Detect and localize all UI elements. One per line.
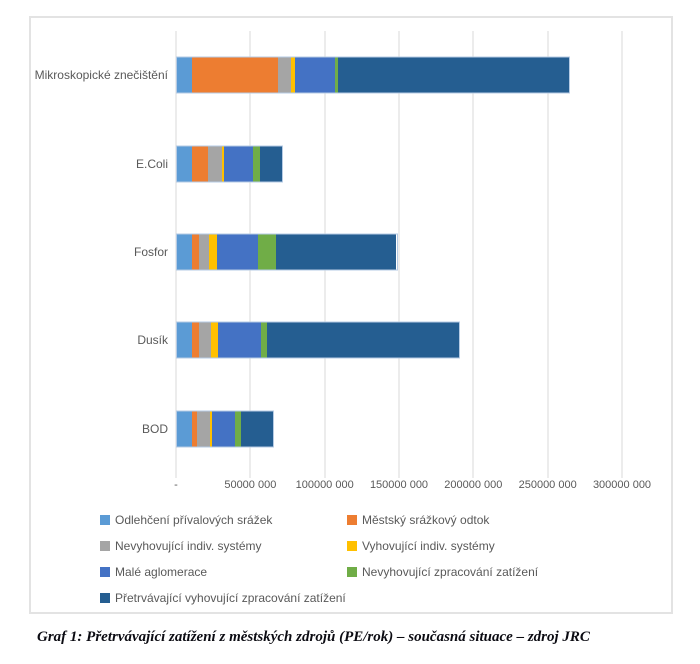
bar-row [176,385,622,473]
legend-marker [347,567,357,577]
bar-segment [191,234,200,270]
bar-segment [191,57,278,93]
legend-item: Přetrvávající vyhovující zpracování zatí… [100,591,347,605]
bar-segment [277,57,291,93]
legend-label: Malé aglomerace [115,565,208,579]
bar-segment [295,57,336,93]
bar-segment [210,411,212,447]
bar-segment [235,411,242,447]
bar-segment [260,146,282,182]
stacked-bar [176,145,284,183]
figure-caption: Graf 1: Přetrvávající zatížení z městský… [37,629,590,645]
legend: Odlehčení přívalových srážek Městský sráž… [100,507,538,611]
stacked-bar [176,233,398,271]
gridline [621,31,623,478]
category-label: Dusík [137,333,168,348]
x-tick-label: 200000 000 [444,479,503,491]
category-label: BOD [141,421,168,436]
chart-figure: Mikroskopické znečištění E.Coli Fosfor Dusí… [29,16,673,614]
bar-segment [207,146,223,182]
bar-segment [191,146,208,182]
bar-row [176,208,622,296]
x-tick-label: 250000 000 [518,479,577,491]
legend-label: Městský srážkový odtok [362,513,490,527]
bar-segment [191,322,200,358]
bar-segment [223,146,253,182]
bar-segment [241,411,274,447]
bar-segment [252,146,261,182]
bar-row [176,119,622,207]
bar-segment [209,234,217,270]
bar-segment [257,234,276,270]
gridline [398,31,400,478]
stacked-bar [176,410,275,448]
category-label: E.Coli [135,156,168,171]
legend-label: Přetrvávající vyhovující zpracování zatí… [115,591,346,605]
bar-segment [191,411,198,447]
category-label: Fosfor [133,245,168,259]
stacked-bar [176,56,570,94]
legend-marker [347,541,357,551]
gridline [547,31,549,478]
bar-row [176,31,622,119]
plot-area [175,31,623,478]
bar-segment [335,57,339,93]
x-axis: - 50000 000 100000 000 150000 000 200000 000… [174,479,651,495]
legend-item: Vyhovující indiv. systémy [347,539,538,553]
y-axis-category-labels: Mikroskopické znečištění E.Coli Fosfor Dusí… [31,31,168,473]
legend-item: Nevyhovující zpracování zatížení [347,565,538,579]
bar-segment [261,322,267,358]
legend-marker [347,515,357,525]
legend-label: Odlehčení přívalových srážek [115,513,273,527]
bar-segment [197,411,211,447]
bar-segment [222,146,224,182]
x-tick-label: 100000 000 [295,479,354,491]
bar-row [176,296,622,384]
legend-item: Odlehčení přívalových srážek [100,513,347,527]
bar-segment [177,322,192,358]
bar-segment [216,234,258,270]
x-tick-label: - [174,479,178,491]
bar-segment [199,322,211,358]
bar-segment [211,411,236,447]
bar-segment [177,234,192,270]
legend-label: Nevyhovující zpracování zatížení [362,565,539,579]
bar-segment [338,57,569,93]
legend-marker [100,515,110,525]
bar-segment [177,411,192,447]
legend-label: Nevyhovující indiv. systémy [115,539,262,553]
gridline [472,31,474,478]
legend-marker [100,541,110,551]
bar-segment [218,322,262,358]
legend-label: Vyhovující indiv. systémy [362,539,495,553]
bar-segment [275,234,397,270]
bar-segment [199,234,210,270]
legend-item: Městský srážkový odtok [347,513,538,527]
bar-segment [210,322,219,358]
x-tick-label: 50000 000 [224,479,277,491]
category-label: Mikroskopické znečištění [34,68,168,83]
x-tick-label: 300000 000 [592,479,652,491]
legend-item: Nevyhovující indiv. systémy [100,539,347,553]
legend-item: Malé aglomerace [100,565,347,579]
bar-segment [290,57,296,93]
x-tick-label: 150000 000 [369,479,429,491]
legend-marker [100,567,110,577]
bar-segment [266,322,459,358]
bar-segment [177,57,192,93]
legend-marker [100,593,110,603]
bar-segment [177,146,192,182]
stacked-bar [176,321,460,359]
